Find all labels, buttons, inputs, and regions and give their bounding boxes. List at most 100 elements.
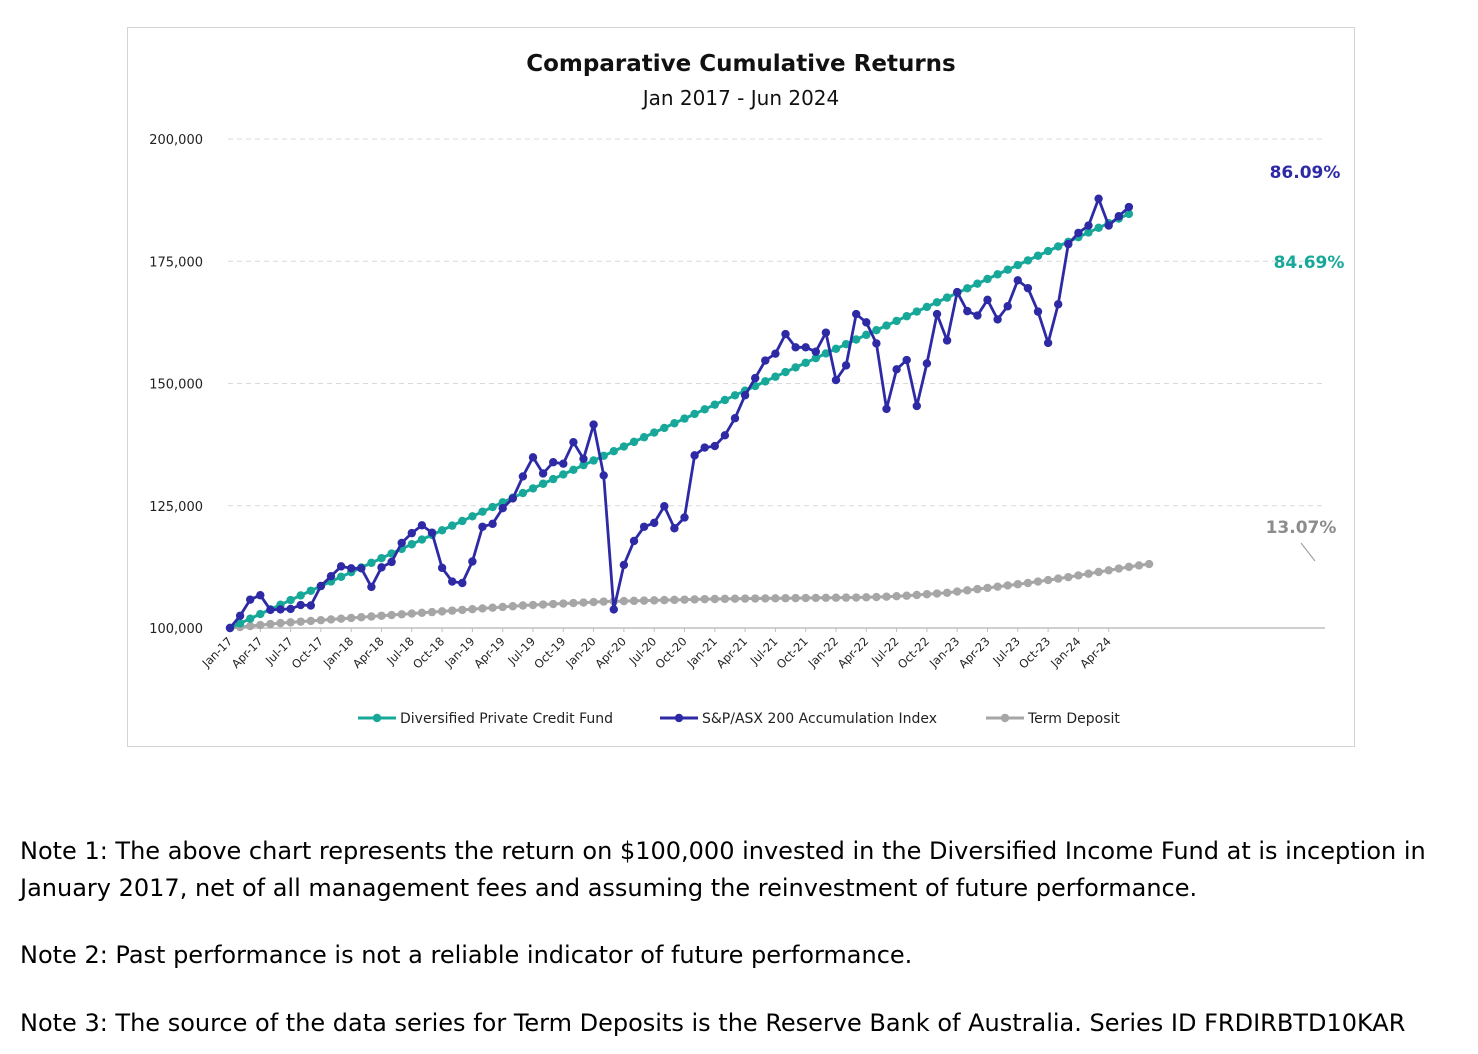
asx-index-point [1043, 338, 1053, 348]
term-deposit-point [781, 594, 790, 603]
asx-index-point [670, 524, 679, 533]
asx-index-point [872, 339, 881, 348]
chart-title: Comparative Cumulative Returns [526, 51, 956, 77]
fund-point [922, 302, 932, 312]
fund-point [841, 339, 851, 349]
term-deposit-point [821, 593, 831, 603]
fund-point [407, 540, 416, 549]
y-tick-label: 150,000 [149, 378, 203, 393]
x-tick-label: Apr-21 [713, 634, 750, 671]
term-deposit-point [1013, 580, 1022, 589]
x-tick-label: Oct-23 [1016, 634, 1053, 671]
term-deposit-point [286, 618, 295, 627]
term-deposit-point [872, 592, 881, 602]
asx-index-point [700, 443, 709, 452]
legend-fund: Diversified Private Credit Fund [358, 711, 613, 727]
asx-index-point [690, 451, 699, 460]
fund-point [478, 507, 487, 516]
fund-point [589, 456, 598, 465]
term-deposit-point [579, 598, 588, 607]
legend-term-deposit: Term Deposit [986, 711, 1120, 727]
term-deposit-point [367, 612, 376, 621]
term-deposit-point [508, 602, 517, 611]
asx-index-point [953, 287, 962, 297]
term-deposit-point [276, 618, 285, 628]
y-axis: 100,000 125,000 150,000 175,000 200,000 [149, 133, 203, 637]
line-chart: Comparative Cumulative Returns Jan 2017 … [149, 51, 1345, 727]
term-deposit-point [650, 596, 659, 605]
fund-end-label: 84.69% [1274, 253, 1345, 273]
asx-index-point [599, 471, 608, 480]
asx-index-point [266, 605, 275, 615]
asx-index-point [831, 375, 841, 385]
legend-label: Diversified Private Credit Fund [400, 711, 613, 727]
fund-point [862, 330, 871, 340]
fund-point [629, 437, 639, 447]
asx-index-point [538, 469, 548, 478]
note-3: Note 3: The source of the data series fo… [20, 1009, 1406, 1037]
term-deposit-point [478, 604, 487, 613]
fund-point [579, 460, 588, 470]
fund-point [1124, 209, 1134, 219]
x-axis: Jan-17Apr-17Jul-17Oct-17Jan-18Apr-18Jul-… [199, 628, 1114, 671]
asx-index-point [1124, 202, 1134, 212]
asx-index-point [942, 336, 952, 345]
fund-point [1094, 223, 1103, 233]
asx-index-point [397, 538, 406, 548]
asx-index-point [932, 309, 942, 319]
asx-index-point [407, 528, 416, 538]
asx-index-point [751, 373, 760, 383]
term-deposit-point [296, 617, 305, 626]
fund-point [902, 312, 911, 321]
term-deposit-point [256, 620, 265, 630]
term-deposit-point [468, 604, 477, 614]
asx-index-point [1023, 283, 1033, 293]
fund-point [559, 470, 568, 479]
asx-index-point [821, 328, 831, 337]
fund-point [286, 595, 295, 605]
legend: Diversified Private Credit Fund S&P/ASX 2… [358, 711, 1120, 727]
asx-index-point [488, 519, 497, 529]
term-deposit-point [336, 614, 346, 623]
term-deposit-point [1064, 572, 1073, 582]
term-deposit-point [1114, 564, 1123, 573]
term-deposit-point [448, 606, 457, 615]
asx-index-point [912, 401, 921, 411]
fund-point [528, 484, 538, 493]
term-deposit-point [862, 593, 871, 602]
fund-point [1033, 251, 1043, 260]
td-label-leader [1300, 542, 1316, 562]
term-deposit-point [387, 610, 396, 620]
asx-index-point [1074, 228, 1083, 238]
asx-index-point [458, 578, 467, 588]
asx-index-point [357, 564, 366, 573]
term-deposit-point [973, 584, 982, 594]
x-tick-label: Jan-24 [1047, 634, 1083, 670]
asx-index-point [852, 309, 861, 319]
y-tick-label: 125,000 [149, 500, 203, 515]
x-tick-label: Apr-19 [471, 634, 508, 671]
fund-point [882, 321, 891, 330]
fund-point [993, 270, 1002, 279]
term-deposit-point [599, 597, 608, 606]
fund-point [771, 372, 780, 381]
x-tick-label: Jan-22 [805, 634, 841, 670]
asx-index-point [256, 591, 265, 600]
term-deposit-point [932, 589, 942, 598]
asx-index-point [478, 522, 487, 531]
fund-point [1023, 256, 1033, 265]
term-deposit-point [1003, 581, 1012, 590]
fund-point [518, 488, 528, 498]
term-deposit-point [347, 613, 356, 623]
term-deposit-point [680, 595, 689, 604]
asx-index-line [228, 197, 1130, 629]
asx-index-point [336, 562, 346, 571]
asx-index-point [963, 306, 972, 316]
term-deposit-point [1074, 571, 1083, 580]
x-tick-label: Apr-18 [350, 634, 387, 671]
term-deposit-point [488, 603, 497, 612]
term-deposit-point [437, 607, 447, 616]
asx-index-point [730, 414, 740, 423]
fund-point [367, 558, 376, 568]
term-deposit-point [266, 619, 275, 629]
